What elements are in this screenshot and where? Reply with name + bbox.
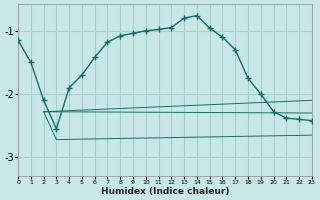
X-axis label: Humidex (Indice chaleur): Humidex (Indice chaleur) <box>101 187 229 196</box>
